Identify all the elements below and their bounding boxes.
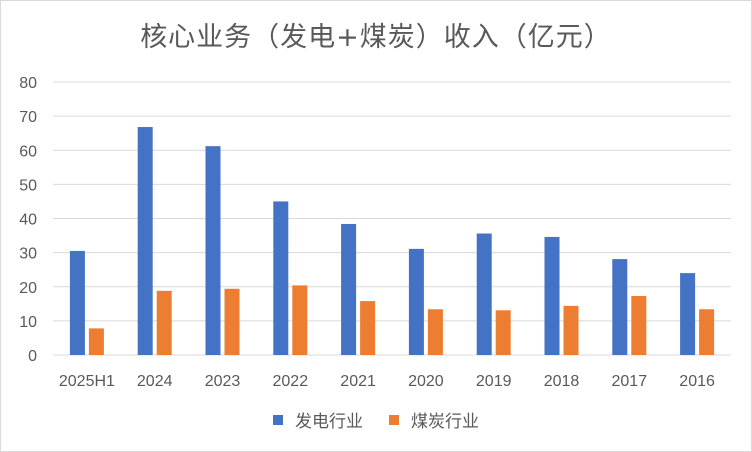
y-tick-label: 40 bbox=[19, 212, 37, 229]
y-tick-label: 0 bbox=[28, 348, 37, 365]
bar-power bbox=[137, 127, 153, 355]
bar-coal bbox=[563, 305, 579, 355]
x-tick-label: 2020 bbox=[408, 373, 444, 390]
bar-power bbox=[408, 248, 424, 355]
bar-coal bbox=[631, 295, 647, 355]
y-tick-label: 70 bbox=[19, 109, 37, 126]
y-tick-label: 20 bbox=[19, 280, 37, 297]
bar-power bbox=[476, 233, 492, 355]
bar-coal bbox=[292, 285, 308, 355]
bar-coal bbox=[495, 310, 511, 355]
legend-swatch-coal bbox=[389, 414, 399, 425]
bar-power bbox=[341, 223, 357, 355]
x-tick-label: 2019 bbox=[476, 373, 512, 390]
x-tick-label: 2017 bbox=[612, 373, 648, 390]
x-tick-label: 2016 bbox=[679, 373, 715, 390]
x-tick-label: 2025H1 bbox=[59, 373, 115, 390]
bar-power bbox=[680, 273, 696, 355]
y-tick-label: 30 bbox=[19, 246, 37, 263]
bar-coal bbox=[427, 309, 443, 355]
legend-label-coal: 煤炭行业 bbox=[411, 412, 479, 432]
legend-swatch-power bbox=[273, 414, 283, 425]
bar-coal bbox=[699, 309, 715, 355]
bar-coal bbox=[224, 288, 240, 355]
x-tick-label: 2024 bbox=[137, 373, 173, 390]
bar-power bbox=[612, 259, 628, 355]
bar-coal bbox=[156, 290, 172, 355]
chart-title: 核心业务（发电+煤炭）收入（亿元） bbox=[140, 22, 612, 53]
x-tick-label: 2021 bbox=[340, 373, 376, 390]
bar-coal bbox=[360, 301, 376, 355]
y-tick-label: 80 bbox=[19, 75, 37, 92]
x-tick-label: 2018 bbox=[544, 373, 580, 390]
legend-item-coal: 煤炭行业 bbox=[389, 407, 479, 432]
x-tick-label: 2023 bbox=[205, 373, 241, 390]
bar-coal bbox=[88, 328, 104, 355]
chart-plot: 0 10 20 30 40 50 60 70 80 2025H1 2024 2023 2022 2021 2… bbox=[19, 75, 731, 390]
legend-label-power: 发电行业 bbox=[295, 412, 363, 432]
y-tick-label: 10 bbox=[19, 314, 37, 331]
legend-item-power: 发电行业 bbox=[273, 407, 363, 432]
bar-power bbox=[205, 146, 221, 355]
x-tick-label: 2022 bbox=[273, 373, 309, 390]
chart-legend: 发电行业 煤炭行业 bbox=[1, 407, 751, 432]
bar-power bbox=[69, 250, 85, 355]
bar-power bbox=[544, 236, 560, 355]
y-tick-label: 50 bbox=[19, 177, 37, 194]
y-tick-label: 60 bbox=[19, 143, 37, 160]
bar-power bbox=[273, 201, 289, 355]
